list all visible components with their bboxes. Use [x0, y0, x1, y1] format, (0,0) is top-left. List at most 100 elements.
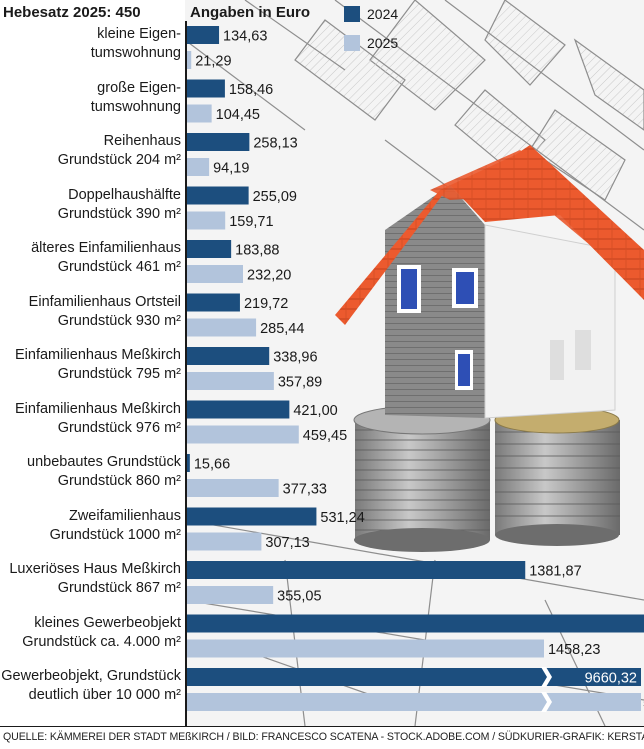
category-label-line: Grundstück 976 m² — [57, 419, 181, 436]
category-label-line: Grundstück 795 m² — [57, 366, 181, 382]
data-label-2024: 258,13 — [253, 136, 297, 152]
category-label: große Eigen-tumswohnung — [0, 79, 181, 117]
category-label-line: Einfamilienhaus Ortsteil — [28, 293, 181, 310]
bar-2024 — [186, 400, 290, 419]
axis-break-mark — [541, 692, 552, 712]
category-label-line: tumswohnung — [90, 45, 181, 61]
bar-2024 — [186, 293, 240, 312]
category-label-line: Einfamilienhaus Meßkirch — [14, 400, 181, 417]
bar-2024 — [186, 133, 250, 151]
data-label-2024: 255,09 — [253, 189, 297, 205]
category-label-line: Grundstück 204 m² — [57, 152, 181, 168]
data-label-2024: 9660,32 — [585, 671, 637, 687]
category-label-line: kleine Eigen- — [97, 26, 181, 42]
category-label: Doppelhaushälfte Grundstück 390 m² — [0, 186, 181, 224]
data-label-2025: 21,29 — [195, 54, 231, 70]
category-label: kleines Gewerbeobjekt Grundstück ca. 4.00… — [0, 614, 181, 652]
legend-item-2024: 2024 — [344, 5, 398, 23]
bar-2024 — [186, 561, 526, 579]
data-label-2024: 531,24 — [320, 510, 364, 526]
category-label-line: Grundstück 930 m² — [57, 312, 181, 329]
data-label-2024: 219,72 — [244, 296, 288, 312]
data-label-2024: 183,88 — [235, 243, 279, 259]
category-label: unbebautes Grundstück Grundstück 860 m² — [0, 453, 181, 491]
bar-2025 — [186, 51, 192, 69]
data-label-2025: 232,20 — [247, 268, 291, 284]
bar-2025 — [186, 211, 226, 230]
bar-2025 — [186, 586, 274, 604]
category-label-line: Gewerbeobjekt, Grundstück — [1, 668, 181, 684]
data-label-2025: 459,45 — [303, 428, 347, 444]
category-label-line: Doppelhaushälfte — [68, 186, 181, 203]
category-label: Einfamilienhaus Meßkirch Grundstück 795 m… — [0, 346, 181, 384]
category-label-line: Grundstück 1000 m² — [49, 526, 181, 543]
category-label-line: Grundstück 867 m² — [57, 580, 181, 596]
data-label-2025: 104,45 — [216, 107, 260, 123]
data-label-2025: 355,05 — [277, 589, 321, 605]
bar-2025 — [186, 479, 279, 497]
category-label-line: Reihenhaus — [103, 133, 181, 149]
data-label-2025: 357,89 — [278, 375, 322, 391]
bar-2025 — [186, 158, 210, 176]
category-label-line: große Eigen- — [97, 79, 181, 96]
hebesatz-label: Hebesatz 2025: 450 — [3, 4, 141, 21]
bar-2025 — [186, 104, 212, 123]
data-label-2024: 421,00 — [293, 403, 337, 419]
category-label: Zweifamilienhaus Grundstück 1000 m² — [0, 507, 181, 545]
category-label-line: deutlich über 10 000 m² — [28, 687, 181, 703]
data-label-2024: 158,46 — [229, 82, 273, 98]
bar-2025 — [186, 639, 544, 658]
bar-2024 — [186, 614, 644, 633]
bar-2025 — [186, 532, 262, 551]
category-label-line: älteres Einfamilienhaus — [31, 240, 181, 256]
axis-break-mark — [541, 667, 552, 687]
bar-2024 — [186, 454, 190, 472]
category-label: Einfamilienhaus Ortsteil Grundstück 930 m… — [0, 293, 181, 331]
data-label-2025: 159,71 — [229, 214, 273, 230]
category-label-line: unbebautes Grundstück — [27, 454, 181, 470]
category-label: Gewerbeobjekt, Grundstück deutlich über 1… — [0, 667, 181, 705]
legend: 2024 2025 — [344, 5, 398, 63]
data-label-2024: 1381,87 — [529, 564, 581, 580]
category-label: älteres Einfamilienhaus Grundstück 461 m² — [0, 239, 181, 277]
bar-chart: 134,63 21,29 158,46 104,45 258,1394,19255,09… — [186, 26, 644, 712]
bar-2024 — [186, 507, 317, 526]
category-label-line: Luxeriöses Haus Meßkirch — [9, 561, 181, 577]
category-label: Einfamilienhaus Meßkirch Grundstück 976 m… — [0, 400, 181, 438]
data-label-2025: 94,19 — [213, 161, 249, 177]
data-label-2025: 307,13 — [265, 535, 309, 551]
unit-label: Angaben in Euro — [190, 4, 310, 21]
category-label-line: Grundstück 390 m² — [57, 205, 181, 222]
y-axis-line — [185, 21, 187, 726]
category-label-line: Zweifamilienhaus — [68, 507, 181, 524]
data-label-2025: 377,33 — [283, 482, 327, 498]
source-footer: QUELLE: KÄMMEREI DER STADT MEßKIRCH / BI… — [0, 726, 644, 749]
category-label-line: Einfamilienhaus Meßkirch — [14, 347, 181, 363]
legend-swatch-2025 — [344, 35, 360, 51]
data-label-2024: 338,96 — [273, 350, 317, 366]
data-label-2025: 285,44 — [260, 321, 304, 337]
bar-2024 — [186, 26, 220, 44]
bar-2024 — [186, 79, 225, 98]
bar-2024 — [186, 347, 270, 365]
house-on-coins-illustration — [185, 0, 644, 726]
category-label-line: tumswohnung — [90, 98, 181, 115]
bar-2025 — [186, 693, 641, 711]
legend-label-2024: 2024 — [367, 6, 399, 22]
bar-2025 — [186, 265, 244, 283]
legend-item-2025: 2025 — [344, 34, 398, 52]
category-label-line: Grundstück 461 m² — [57, 259, 181, 275]
background-photo — [185, 0, 644, 726]
category-label-line: kleines Gewerbeobjekt — [34, 614, 181, 631]
data-label-2025: 1458,23 — [548, 642, 600, 658]
bar-2024 — [186, 240, 232, 258]
category-label: kleine Eigen-tumswohnung — [0, 25, 181, 63]
bar-2025 — [186, 425, 299, 444]
category-label: Luxeriöses Haus Meßkirch Grundstück 867 m… — [0, 560, 181, 598]
category-label-line: Grundstück ca. 4.000 m² — [22, 633, 181, 650]
bar-2024 — [186, 186, 249, 205]
legend-swatch-2024 — [344, 6, 360, 22]
data-label-2024: 134,63 — [223, 29, 267, 45]
legend-label-2025: 2025 — [367, 35, 399, 51]
bar-2025 — [186, 372, 274, 390]
